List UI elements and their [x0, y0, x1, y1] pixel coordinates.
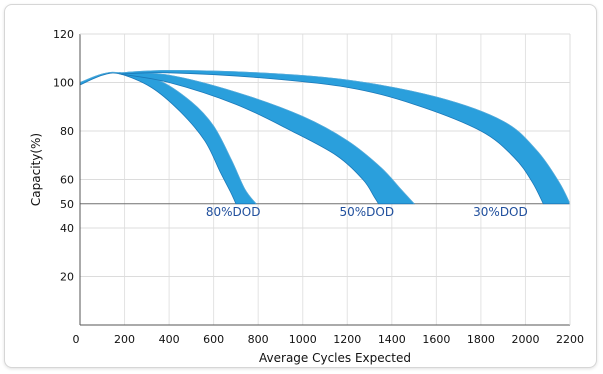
- x-tick-label: 0: [73, 333, 80, 346]
- band-highlight-2: [120, 72, 415, 205]
- y-tick-labels: 20 40 50 60 80 100 120: [53, 28, 74, 284]
- y-axis-label: Capacity(%): [29, 133, 43, 206]
- band-highlight-1: [79, 71, 257, 204]
- x-tick-label: 1600: [422, 333, 450, 346]
- y-tick-label: 20: [60, 271, 74, 284]
- band-3: [119, 69, 571, 205]
- y-tick-label: 50: [60, 198, 74, 211]
- series-bands: [79, 69, 571, 205]
- x-tick-label: 2200: [556, 333, 584, 346]
- x-tick-label: 200: [114, 333, 135, 346]
- x-tick-label: 800: [248, 333, 269, 346]
- x-tick-label: 2000: [511, 333, 539, 346]
- series-labels: 80%DOD 50%DOD 30%DOD: [206, 205, 528, 219]
- x-tick-label: 1200: [333, 333, 361, 346]
- y-tick-label: 60: [60, 174, 74, 187]
- axes: [79, 33, 571, 326]
- series-label: 80%DOD: [206, 205, 261, 219]
- series-label: 30%DOD: [473, 205, 528, 219]
- band-highlight-3: [120, 69, 571, 204]
- chart-frame: [4, 4, 597, 368]
- series-label: 50%DOD: [340, 205, 395, 219]
- x-tick-label: 1400: [378, 333, 406, 346]
- x-tick-label: 1000: [289, 333, 317, 346]
- x-axis-label: Average Cycles Expected: [259, 351, 411, 365]
- y-tick-label: 100: [53, 77, 74, 90]
- x-tick-label: 1800: [467, 333, 495, 346]
- y-tick-label: 40: [60, 222, 74, 235]
- x-tick-label: 400: [159, 333, 180, 346]
- y-tick-label: 120: [53, 28, 74, 41]
- x-tick-labels: 0 200 400 600 800 1000 1200 1400 1600 1800 2000 220…: [73, 333, 585, 346]
- x-tick-label: 600: [203, 333, 224, 346]
- y-tick-label: 80: [60, 125, 74, 138]
